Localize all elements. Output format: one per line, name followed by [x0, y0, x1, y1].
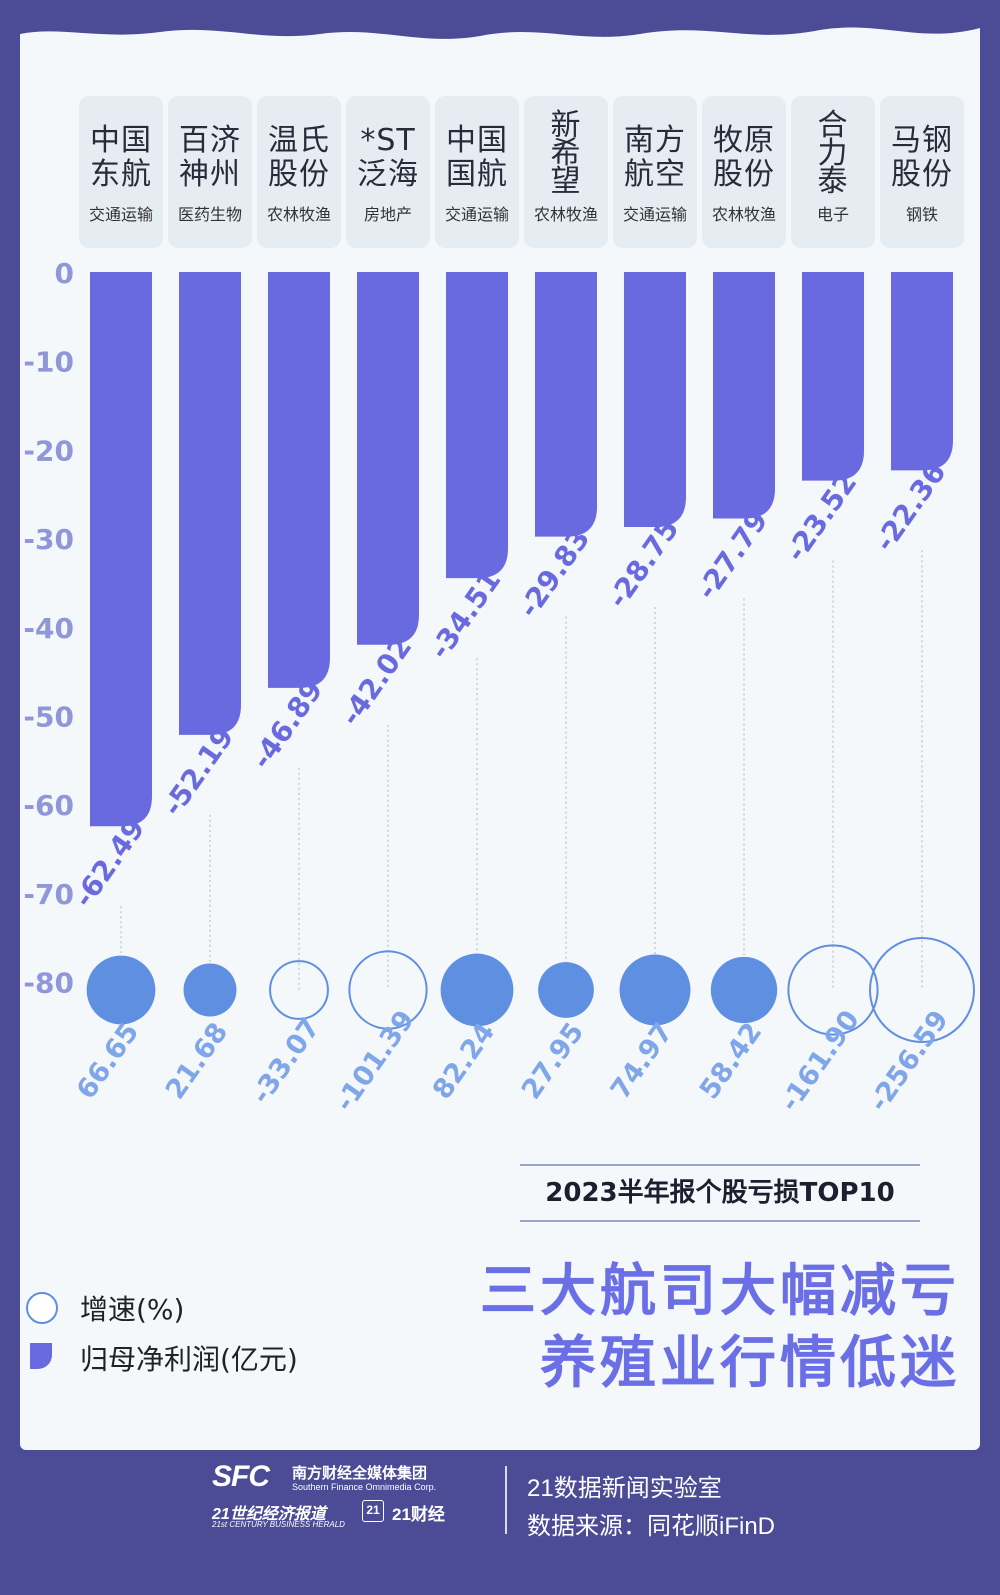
- company-industry: 交通运输: [88, 205, 153, 224]
- company-card: 中国 东航 交通运输: [79, 96, 163, 248]
- chart-subtitle: 2023半年报个股亏损TOP10: [520, 1164, 920, 1222]
- growth-value-label: 58.42: [694, 1017, 768, 1105]
- paper-name: 21世纪经济报道: [212, 1506, 326, 1523]
- headline-line-1: 三大航司大幅减亏: [480, 1259, 960, 1324]
- profit-value-label: -22.36: [868, 456, 952, 557]
- company-industry: 农林牧渔: [533, 205, 598, 224]
- company-card: 马钢 股份 钢铁: [880, 96, 964, 248]
- y-tick-label: -80: [23, 967, 74, 1000]
- sfc-logo: SFC: [212, 1460, 270, 1493]
- company-industry: 农林牧渔: [266, 205, 331, 224]
- y-tick-label: -20: [23, 434, 74, 467]
- profit-value-label: -46.89: [245, 674, 329, 775]
- growth-value-label: -161.90: [774, 1005, 866, 1117]
- growth-circle: [348, 950, 428, 1030]
- brand-name: 21财经: [392, 1505, 445, 1524]
- y-tick-label: -30: [23, 523, 74, 556]
- profit-bar: [891, 272, 953, 471]
- profit-bar: [357, 272, 419, 645]
- profit-bar: [535, 272, 597, 537]
- profit-value-label: -27.79: [690, 505, 774, 606]
- lab-name: 21数据新闻实验室: [527, 1475, 722, 1502]
- company-industry: 医药生物: [177, 205, 242, 224]
- company-name: 中国 东航: [90, 123, 152, 192]
- profit-bar: [713, 272, 775, 519]
- legend-growth-label: 增速(%): [80, 1293, 185, 1326]
- legend-profit-label: 归母净利润(亿元): [80, 1343, 298, 1376]
- growth-value-label: 74.97: [605, 1017, 679, 1105]
- company-card: 南方 航空 交通运输: [613, 96, 697, 248]
- growth-circle: [619, 954, 691, 1026]
- growth-circle: [269, 960, 329, 1020]
- top-wave-decoration: [20, 0, 980, 39]
- legend-bar-icon: [30, 1343, 52, 1369]
- profit-bar: [624, 272, 686, 528]
- data-source: 数据来源：同花顺iFinD: [527, 1513, 776, 1540]
- growth-circle: [787, 944, 879, 1036]
- company-card: 新 希 望农林牧渔: [524, 96, 608, 248]
- growth-circle: [183, 963, 237, 1017]
- company-card: *ST 泛海房地产: [346, 96, 430, 248]
- y-tick-label: -70: [23, 878, 74, 911]
- company-name: 温氏 股份: [268, 123, 330, 192]
- growth-circle: [710, 956, 778, 1024]
- growth-value-label: -33.07: [246, 1013, 327, 1110]
- profit-value-label: -23.52: [779, 467, 863, 568]
- growth-value-label: -256.59: [863, 1005, 955, 1117]
- company-industry: 钢铁: [905, 205, 938, 224]
- company-card: 百济 神州 医药生物: [168, 96, 252, 248]
- profit-value-label: -42.02: [334, 631, 418, 732]
- growth-value-label: 66.65: [71, 1017, 145, 1105]
- headline-line-2: 养殖业行情低迷: [540, 1331, 960, 1396]
- profit-bar: [802, 272, 864, 481]
- company-card: 合 力 泰电子: [791, 96, 875, 248]
- growth-value-label: 82.24: [427, 1017, 501, 1105]
- company-name: 南方 航空: [624, 123, 686, 192]
- y-tick-label: -50: [23, 701, 74, 734]
- company-name: 百济 神州: [179, 123, 241, 192]
- company-card: 中国 国航 交通运输: [435, 96, 519, 248]
- profit-bar: [268, 272, 330, 688]
- company-name: 合 力 泰: [817, 108, 849, 199]
- growth-circle: [86, 955, 156, 1025]
- y-tick-label: -60: [23, 789, 74, 822]
- growth-value-label: -101.39: [329, 1005, 421, 1117]
- brand-badge-icon: 21: [362, 1500, 384, 1522]
- y-tick-label: 0: [55, 257, 74, 290]
- paper-name-en: 21st CENTURY BUSINESS HERALD: [212, 1520, 345, 1529]
- profit-value-label: -62.49: [67, 812, 151, 913]
- growth-circle: [538, 962, 594, 1018]
- profit-value-label: -28.75: [601, 513, 685, 614]
- growth-value-label: 27.95: [516, 1017, 590, 1105]
- profit-value-label: -29.83: [512, 523, 596, 624]
- profit-bar: [446, 272, 508, 579]
- company-card: 牧原 股份 农林牧渔: [702, 96, 786, 248]
- company-industry: 农林牧渔: [711, 205, 776, 224]
- legend-circle-icon: [26, 1292, 58, 1324]
- company-name: 马钢 股份: [891, 123, 953, 192]
- company-industry: 交通运输: [622, 205, 687, 224]
- company-name: 中国 国航: [446, 123, 508, 192]
- company-industry: 房地产: [363, 205, 412, 224]
- profit-bar: [90, 272, 152, 827]
- y-tick-label: -40: [23, 612, 74, 645]
- growth-circle: [869, 937, 975, 1043]
- company-name: 牧原 股份: [713, 123, 775, 192]
- growth-value-label: 21.68: [160, 1017, 234, 1105]
- company-industry: 交通运输: [444, 205, 509, 224]
- company-name: 新 希 望: [550, 108, 582, 199]
- group-name-en: Southern Finance Omnimedia Corp.: [292, 1482, 437, 1492]
- growth-circle: [440, 953, 514, 1027]
- company-name: *ST 泛海: [357, 123, 419, 192]
- profit-bar: [179, 272, 241, 735]
- profit-value-label: -52.19: [156, 721, 240, 822]
- y-tick-label: -10: [23, 346, 74, 379]
- company-industry: 电子: [816, 205, 849, 224]
- loss-chart: 0 -10 -20 -30 -40 -50 -60 -70 -80 -62.49 66.65 -52.…: [23, 257, 975, 1117]
- footer-divider: [505, 1466, 507, 1534]
- company-card: 温氏 股份 农林牧渔: [257, 96, 341, 248]
- profit-value-label: -34.51: [423, 564, 507, 665]
- group-name: 南方财经全媒体集团: [292, 1465, 428, 1482]
